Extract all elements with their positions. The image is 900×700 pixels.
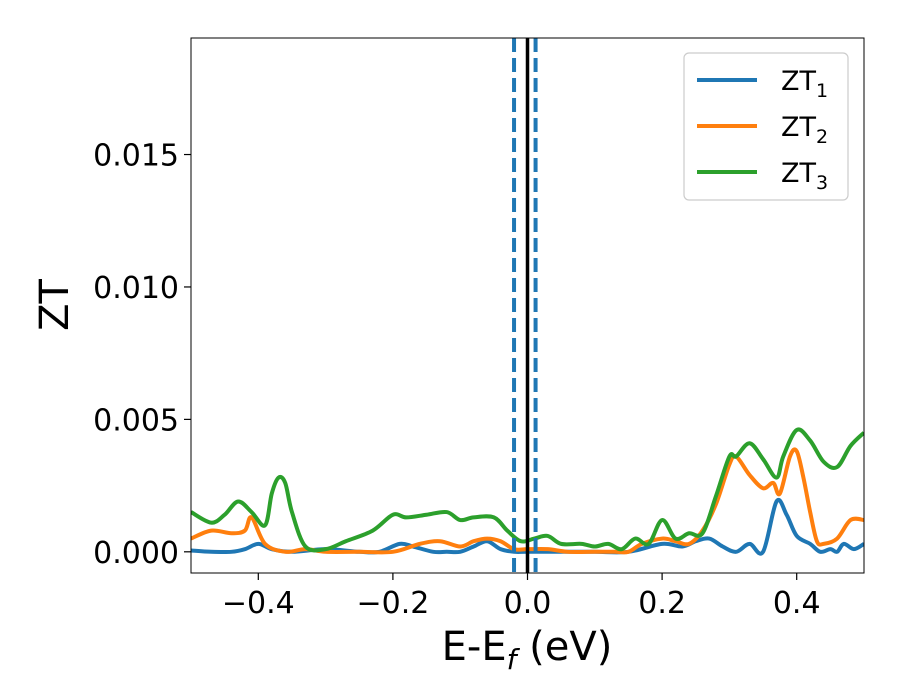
x-axis-label: E-Ef (eV) [442,624,613,676]
x-tick-label: −0.2 [356,586,429,621]
y-tick-label: 0.010 [93,271,179,306]
legend-label-3: ZT3 [781,158,828,194]
x-tick-label: 0.0 [504,586,552,621]
x-axis-ticks: −0.4 −0.2 0.0 0.2 0.4 [222,573,821,621]
series-line-3 [191,427,864,553]
series-layer [191,427,864,556]
legend: ZT1 ZT2 ZT3 [683,52,849,201]
y-axis-label: ZT [32,279,78,331]
vertical-reference-lines [512,38,538,573]
x-tick-label: 0.2 [638,586,686,621]
x-tick-label: −0.4 [222,586,295,621]
legend-box [683,52,849,201]
legend-label-1: ZT1 [781,66,828,102]
legend-label-2: ZT2 [781,112,828,148]
x-axis-label-unit: (eV) [516,624,612,670]
y-tick-label: 0.005 [93,403,179,438]
x-tick-label: 0.4 [773,586,821,621]
y-tick-label: 0.015 [93,139,179,174]
y-axis-ticks: 0.000 0.005 0.010 0.015 [93,139,191,571]
y-tick-label: 0.000 [93,536,179,571]
